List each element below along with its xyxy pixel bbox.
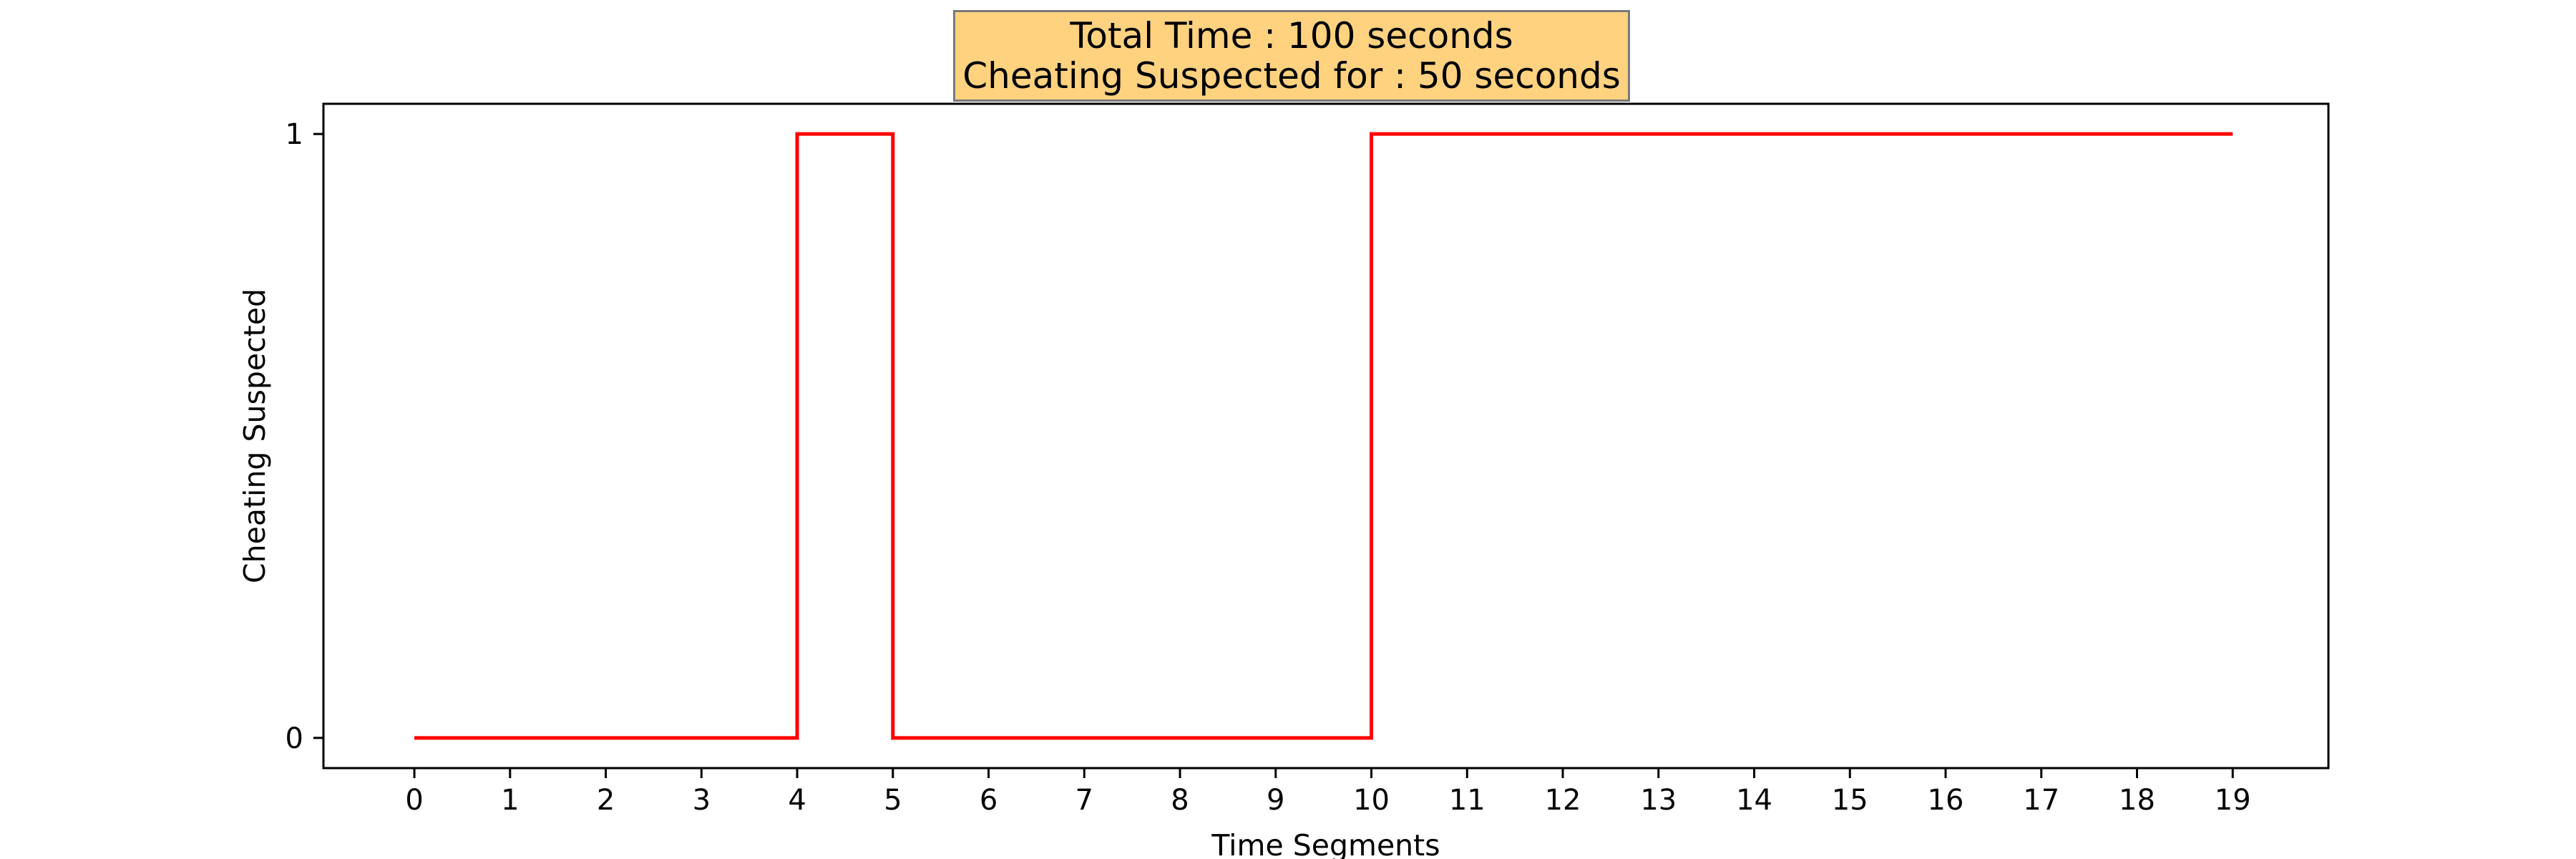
x-tick-label: 8 [1171,784,1189,817]
x-tick-label: 17 [2023,784,2059,817]
x-tick-label: 4 [788,784,806,817]
x-tick-label: 14 [1736,784,1772,817]
x-tick-label: 3 [693,784,711,817]
x-tick-label: 9 [1267,784,1284,817]
x-tick-label: 5 [884,784,902,817]
x-tick-label: 19 [2215,784,2251,817]
x-tick-label: 0 [405,784,423,817]
x-tick-label: 12 [1545,784,1581,817]
y-axis-ticks: 01 [286,118,323,755]
total-time-text: Total Time : 100 seconds [1070,15,1513,57]
x-tick-label: 13 [1640,784,1677,817]
y-axis-label: Cheating Suspected [238,288,272,583]
cheating-duration-text: Cheating Suspected for : 50 seconds [962,55,1621,97]
x-tick-label: 10 [1353,784,1390,817]
x-tick-label: 11 [1449,784,1485,817]
x-tick-label: 16 [1928,784,1964,817]
summary-annotation-box: Total Time : 100 seconds Cheating Suspec… [953,10,1630,102]
x-tick-label: 1 [501,784,519,817]
plot-area [322,102,2330,770]
y-tick-label: 1 [286,118,303,151]
x-axis-ticks: 0 1 2 3 4 5 6 7 8 9 10 11 12 13 14 15 16 17 18 19 [405,768,2251,817]
plot-frame [322,102,2330,770]
x-tick-label: 15 [1832,784,1868,817]
series-line-0 [414,132,2233,740]
x-tick-label: 2 [597,784,615,817]
x-axis-label: Time Segments [1211,828,1440,859]
x-tick-label: 6 [980,784,997,817]
x-tick-label: 7 [1075,784,1093,817]
x-tick-label: 18 [2119,784,2155,817]
series-layer [414,132,2233,740]
y-tick-label: 0 [286,722,303,755]
